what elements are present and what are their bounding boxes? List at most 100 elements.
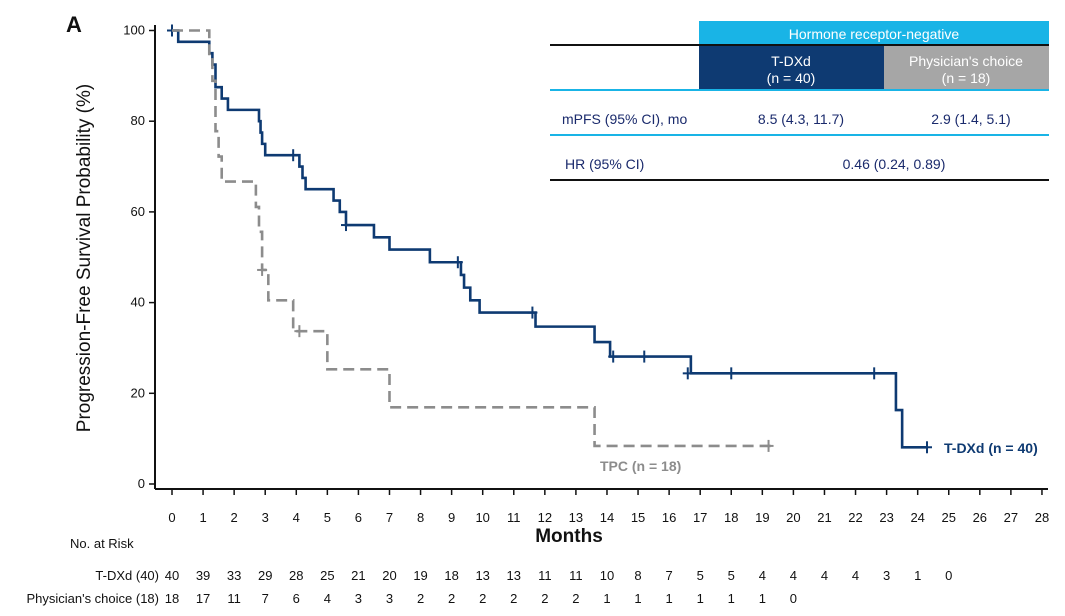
at-risk-value: 25 xyxy=(320,568,334,583)
x-tick-label: 11 xyxy=(507,510,521,525)
x-tick-label: 21 xyxy=(817,510,831,525)
at-risk-value: 3 xyxy=(355,591,362,606)
at-risk-value: 10 xyxy=(600,568,614,583)
x-tick-label: 28 xyxy=(1035,510,1049,525)
x-tick-label: 25 xyxy=(942,510,956,525)
x-tick-label: 24 xyxy=(910,510,924,525)
at-risk-value: 3 xyxy=(386,591,393,606)
at-risk-value: 40 xyxy=(165,568,179,583)
at-risk-value: 1 xyxy=(634,591,641,606)
at-risk-value: 20 xyxy=(382,568,396,583)
at-risk-value: 4 xyxy=(790,568,797,583)
x-tick-label: 8 xyxy=(417,510,424,525)
x-tick-label: 13 xyxy=(569,510,583,525)
at-risk-value: 2 xyxy=(510,591,517,606)
tpc-curve-label: TPC (n = 18) xyxy=(600,458,681,474)
at-risk-value: 5 xyxy=(728,568,735,583)
at-risk-value: 1 xyxy=(666,591,673,606)
table-banner xyxy=(699,21,1049,45)
y-tick-label: 20 xyxy=(131,385,145,400)
x-tick-label: 0 xyxy=(168,510,175,525)
at-risk-value: 6 xyxy=(293,591,300,606)
at-risk-value: 4 xyxy=(759,568,766,583)
at-risk-value: 2 xyxy=(541,591,548,606)
at-risk-row-label: Physician's choice (18) xyxy=(26,591,159,606)
y-tick-label: 0 xyxy=(138,476,145,491)
x-tick-label: 16 xyxy=(662,510,676,525)
at-risk-value: 7 xyxy=(666,568,673,583)
x-tick-label: 20 xyxy=(786,510,800,525)
at-risk-value: 28 xyxy=(289,568,303,583)
tdxd-header-cell xyxy=(699,46,884,89)
at-risk-value: 2 xyxy=(479,591,486,606)
at-risk-value: 11 xyxy=(538,568,552,583)
x-tick-label: 3 xyxy=(262,510,269,525)
panel-label: A xyxy=(66,12,82,37)
at-risk-value: 1 xyxy=(759,591,766,606)
at-risk-value: 17 xyxy=(196,591,210,606)
hr-value: 0.46 (0.24, 0.89) xyxy=(843,156,946,172)
x-tick-label: 9 xyxy=(448,510,455,525)
hr-label: HR (95% CI) xyxy=(565,156,644,172)
mpfs-label: mPFS (95% CI), mo xyxy=(562,111,687,127)
x-tick-label: 7 xyxy=(386,510,393,525)
at-risk-value: 0 xyxy=(790,591,797,606)
table-banner-text: Hormone receptor-negative xyxy=(789,26,960,42)
at-risk-value: 7 xyxy=(262,591,269,606)
at-risk-value: 1 xyxy=(697,591,704,606)
x-tick-label: 12 xyxy=(538,510,552,525)
at-risk-row-label: T-DXd (40) xyxy=(95,568,159,583)
at-risk-value: 29 xyxy=(258,568,272,583)
at-risk-value: 4 xyxy=(324,591,331,606)
tpc-header-name: Physician's choice xyxy=(909,53,1023,69)
mpfs-tpc-value: 2.9 (1.4, 5.1) xyxy=(931,111,1010,127)
mpfs-tdxd-value: 8.5 (4.3, 11.7) xyxy=(758,111,844,127)
at-risk-value: 18 xyxy=(444,568,458,583)
at-risk-value: 4 xyxy=(852,568,859,583)
at-risk-value: 8 xyxy=(634,568,641,583)
at-risk-value: 1 xyxy=(728,591,735,606)
x-tick-label: 26 xyxy=(973,510,987,525)
at-risk-value: 13 xyxy=(507,568,521,583)
at-risk-value: 2 xyxy=(417,591,424,606)
y-tick-label: 100 xyxy=(123,23,145,38)
tpc-header-n: (n = 18) xyxy=(942,70,991,86)
y-tick-label: 80 xyxy=(131,113,145,128)
tdxd-curve xyxy=(172,29,928,449)
tpc-header-cell xyxy=(884,46,1049,89)
x-tick-label: 27 xyxy=(1004,510,1018,525)
x-tick-label: 23 xyxy=(879,510,893,525)
x-axis-title: Months xyxy=(535,526,603,547)
x-tick-label: 1 xyxy=(199,510,206,525)
at-risk-value: 18 xyxy=(165,591,179,606)
at-risk-value: 4 xyxy=(821,568,828,583)
x-tick-label: 10 xyxy=(475,510,489,525)
x-tick-label: 17 xyxy=(693,510,707,525)
at-risk-value: 2 xyxy=(572,591,579,606)
tpc-curve xyxy=(172,29,772,448)
at-risk-title: No. at Risk xyxy=(70,536,134,551)
x-tick-label: 4 xyxy=(293,510,300,525)
tdxd-header-n: (n = 40) xyxy=(767,70,816,86)
x-tick-label: 2 xyxy=(231,510,238,525)
x-tick-label: 14 xyxy=(600,510,614,525)
at-risk-value: 33 xyxy=(227,568,241,583)
x-tick-label: 15 xyxy=(631,510,645,525)
y-tick-label: 40 xyxy=(131,295,145,310)
at-risk-value: 39 xyxy=(196,568,210,583)
x-tick-label: 18 xyxy=(724,510,738,525)
x-tick-label: 22 xyxy=(848,510,862,525)
at-risk-value: 11 xyxy=(227,591,241,606)
at-risk-value: 11 xyxy=(569,568,583,583)
at-risk-value: 0 xyxy=(945,568,952,583)
at-risk-value: 1 xyxy=(914,568,921,583)
tdxd-curve-label: T-DXd (n = 40) xyxy=(944,440,1038,456)
at-risk-value: 13 xyxy=(475,568,489,583)
at-risk-value: 3 xyxy=(883,568,890,583)
y-tick-label: 60 xyxy=(131,204,145,219)
at-risk-value: 5 xyxy=(697,568,704,583)
tdxd-header-name: T-DXd xyxy=(771,53,811,69)
x-tick-label: 5 xyxy=(324,510,331,525)
